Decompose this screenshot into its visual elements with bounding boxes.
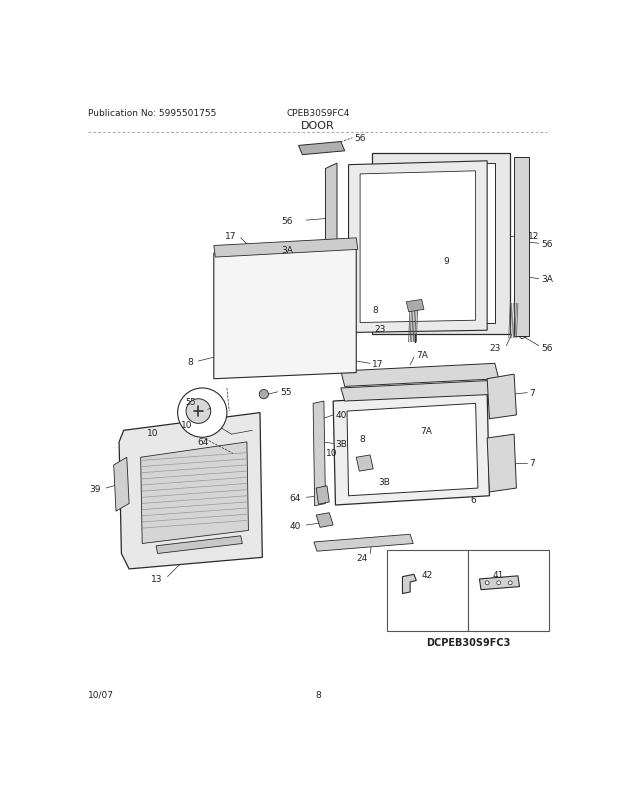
Text: 10/07: 10/07 [88,690,114,699]
Text: DCPEB30S9FC3: DCPEB30S9FC3 [426,638,510,647]
Text: 3B: 3B [335,439,347,448]
Text: 23: 23 [490,344,501,353]
Text: 56: 56 [355,134,366,143]
Text: 64: 64 [290,493,301,502]
Text: 56: 56 [541,240,552,249]
Text: 7A: 7A [420,427,432,435]
Text: 55: 55 [280,387,291,396]
Polygon shape [316,513,333,528]
Text: 10: 10 [180,421,192,430]
Text: 23: 23 [374,325,386,334]
Text: 3A: 3A [541,275,553,284]
Text: 8: 8 [373,306,378,314]
Text: 9: 9 [443,257,449,266]
Polygon shape [314,535,413,552]
Text: 6: 6 [470,496,476,504]
Text: DOOR: DOOR [301,120,335,131]
Text: 56: 56 [281,217,293,225]
Circle shape [186,399,211,423]
Text: 8: 8 [360,434,366,443]
Polygon shape [387,164,495,323]
Polygon shape [313,402,326,506]
Polygon shape [298,143,345,156]
Polygon shape [468,550,549,630]
Polygon shape [387,550,468,630]
Polygon shape [214,238,358,257]
Polygon shape [326,164,337,306]
Polygon shape [487,375,516,419]
Text: 55: 55 [185,397,196,406]
Text: 7: 7 [529,389,535,398]
Text: 41: 41 [493,570,505,579]
Polygon shape [214,246,356,379]
Circle shape [508,581,512,585]
Polygon shape [347,404,478,496]
Text: 13: 13 [151,575,162,584]
Text: 3B: 3B [378,478,390,487]
Text: 40: 40 [290,520,301,530]
Polygon shape [119,413,262,569]
Polygon shape [360,172,476,323]
Polygon shape [479,576,520,590]
Polygon shape [341,364,498,387]
Text: 10: 10 [147,428,158,438]
Text: 17: 17 [373,359,384,368]
Text: 64: 64 [197,438,208,447]
Circle shape [177,388,227,438]
Text: 40: 40 [335,411,347,420]
Text: CPEB30S9FC4: CPEB30S9FC4 [286,108,350,118]
Text: 7: 7 [529,459,535,468]
Circle shape [259,390,268,399]
Polygon shape [156,536,242,554]
Polygon shape [348,162,487,333]
Text: 12: 12 [528,232,539,241]
Polygon shape [487,435,516,492]
Text: 8: 8 [315,690,321,699]
Polygon shape [341,381,498,402]
Polygon shape [402,574,416,593]
Text: 24: 24 [356,553,368,562]
Polygon shape [371,154,510,334]
Text: 10: 10 [326,448,338,458]
Circle shape [497,581,500,585]
Text: 42: 42 [422,570,433,579]
Polygon shape [356,456,373,472]
Polygon shape [113,458,129,512]
Text: 7A: 7A [416,351,428,360]
Polygon shape [333,392,489,505]
Text: 17: 17 [226,232,237,241]
Text: 56: 56 [541,344,552,353]
Text: 8: 8 [187,357,193,366]
Polygon shape [514,158,529,336]
Polygon shape [141,443,249,544]
Text: 3A: 3A [281,245,293,254]
Text: Publication No: 5995501755: Publication No: 5995501755 [88,108,216,118]
Circle shape [485,581,489,585]
Polygon shape [406,300,424,312]
Text: 39: 39 [89,484,100,493]
Polygon shape [316,486,329,504]
